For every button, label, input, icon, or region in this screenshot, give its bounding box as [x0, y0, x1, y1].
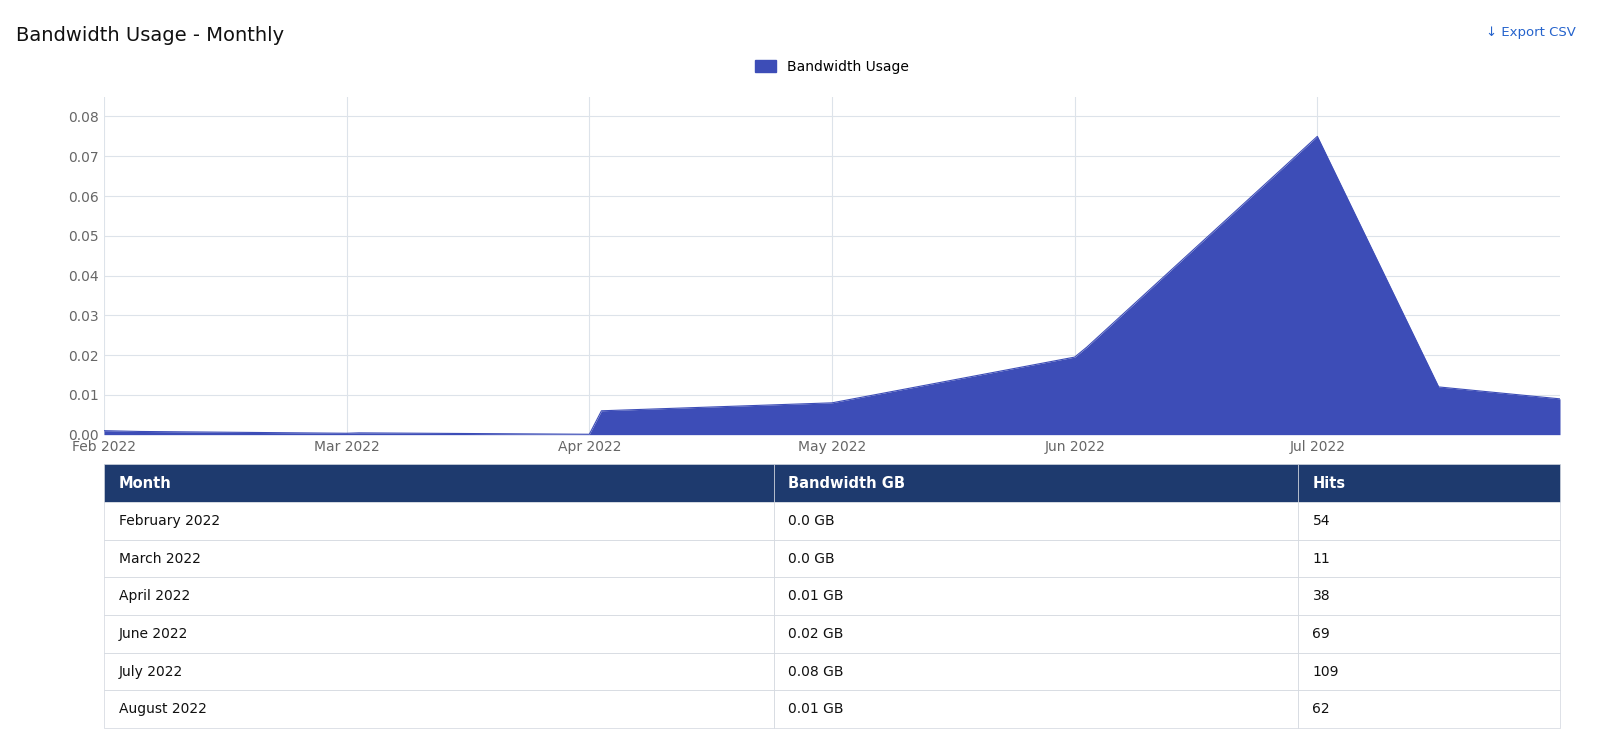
Text: 0.08 GB: 0.08 GB — [789, 665, 843, 678]
Bar — [774, 539, 1298, 577]
Text: Bandwidth Usage - Monthly: Bandwidth Usage - Monthly — [16, 26, 285, 45]
Text: ↓ Export CSV: ↓ Export CSV — [1486, 26, 1576, 39]
Bar — [774, 615, 1298, 653]
Text: 0.0 GB: 0.0 GB — [789, 551, 835, 565]
Text: 0.01 GB: 0.01 GB — [789, 589, 843, 603]
Bar — [104, 653, 774, 690]
Bar — [1298, 653, 1560, 690]
Text: 0.02 GB: 0.02 GB — [789, 627, 843, 641]
Text: Month: Month — [118, 476, 171, 490]
Text: 11: 11 — [1312, 551, 1330, 565]
Bar — [104, 690, 774, 728]
Bar — [1298, 502, 1560, 539]
Bar — [1298, 539, 1560, 577]
Bar — [1298, 577, 1560, 615]
Text: Bandwidth GB: Bandwidth GB — [789, 476, 906, 490]
Text: August 2022: August 2022 — [118, 702, 206, 716]
Text: June 2022: June 2022 — [118, 627, 187, 641]
Text: Hits: Hits — [1312, 476, 1346, 490]
Bar — [104, 577, 774, 615]
Text: 0.01 GB: 0.01 GB — [789, 702, 843, 716]
Bar — [104, 464, 774, 502]
Text: 38: 38 — [1312, 589, 1330, 603]
Bar — [104, 615, 774, 653]
Bar — [774, 653, 1298, 690]
Bar — [774, 502, 1298, 539]
Bar — [774, 464, 1298, 502]
Text: July 2022: July 2022 — [118, 665, 182, 678]
Bar — [104, 502, 774, 539]
Bar — [1298, 615, 1560, 653]
Text: 54: 54 — [1312, 514, 1330, 528]
Text: March 2022: March 2022 — [118, 551, 200, 565]
Bar — [774, 690, 1298, 728]
Text: 62: 62 — [1312, 702, 1330, 716]
Text: February 2022: February 2022 — [118, 514, 219, 528]
Text: 0.0 GB: 0.0 GB — [789, 514, 835, 528]
Legend: Bandwidth Usage: Bandwidth Usage — [755, 59, 909, 74]
Bar — [774, 577, 1298, 615]
Bar — [1298, 464, 1560, 502]
Bar — [1298, 690, 1560, 728]
Bar — [104, 539, 774, 577]
Text: 109: 109 — [1312, 665, 1339, 678]
Text: 69: 69 — [1312, 627, 1330, 641]
Text: April 2022: April 2022 — [118, 589, 190, 603]
